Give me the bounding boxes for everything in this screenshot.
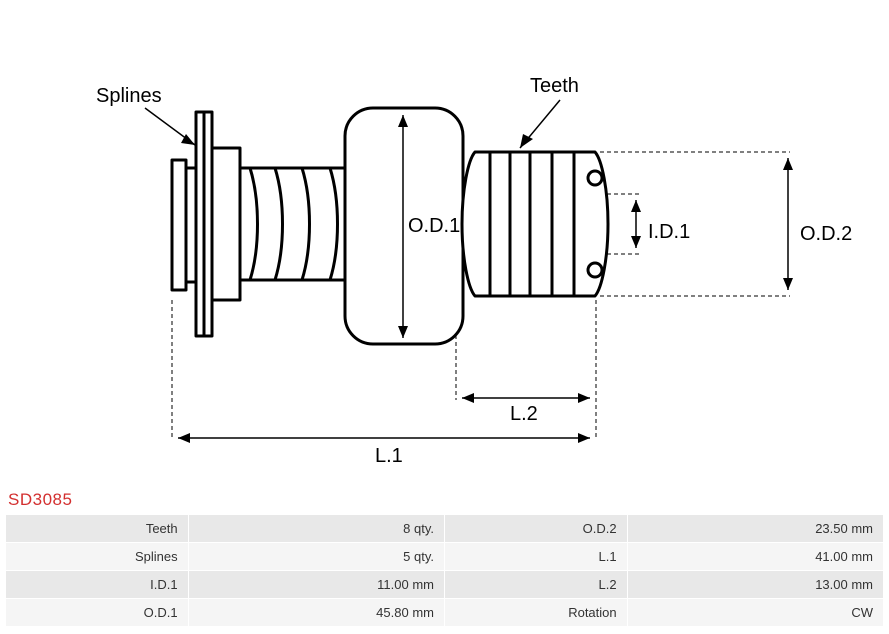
table-row: I.D.111.00 mmL.213.00 mm — [6, 571, 883, 598]
table-row: Splines5 qty.L.141.00 mm — [6, 543, 883, 570]
spec-value: 45.80 mm — [189, 599, 444, 626]
spec-label: Splines — [6, 543, 188, 570]
spec-value: 11.00 mm — [189, 571, 444, 598]
spec-value: 23.50 mm — [628, 515, 883, 542]
spec-table: Teeth8 qty.O.D.223.50 mmSplines5 qty.L.1… — [5, 514, 884, 627]
spec-label: L.1 — [445, 543, 627, 570]
label-od2: O.D.2 — [800, 223, 852, 245]
part-number: SD3085 — [0, 490, 889, 514]
label-teeth: Teeth — [530, 75, 579, 97]
spec-value: 5 qty. — [189, 543, 444, 570]
table-row: Teeth8 qty.O.D.223.50 mm — [6, 515, 883, 542]
label-od1: O.D.1 — [408, 215, 460, 237]
spec-label: I.D.1 — [6, 571, 188, 598]
table-row: O.D.145.80 mmRotationCW — [6, 599, 883, 626]
label-splines: Splines — [96, 85, 162, 107]
label-l2: L.2 — [510, 403, 538, 425]
spec-label: O.D.1 — [6, 599, 188, 626]
spec-value: 8 qty. — [189, 515, 444, 542]
spec-label: L.2 — [445, 571, 627, 598]
label-id1: I.D.1 — [648, 221, 690, 243]
technical-diagram: O.D.1 O.D.2 I.D.1 L.2 L.1 Splines Teeth — [0, 0, 889, 490]
spec-value: CW — [628, 599, 883, 626]
spec-label: Rotation — [445, 599, 627, 626]
spec-label: O.D.2 — [445, 515, 627, 542]
spec-label: Teeth — [6, 515, 188, 542]
spec-value: 13.00 mm — [628, 571, 883, 598]
spec-value: 41.00 mm — [628, 543, 883, 570]
label-l1: L.1 — [375, 445, 403, 467]
